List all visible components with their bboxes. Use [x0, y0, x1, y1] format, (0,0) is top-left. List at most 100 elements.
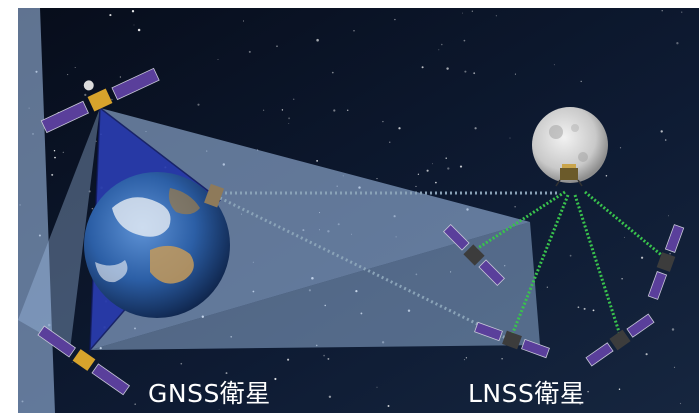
star — [579, 402, 582, 405]
star — [504, 265, 506, 267]
earth-icon — [84, 172, 230, 318]
star — [459, 165, 463, 168]
star — [180, 362, 183, 365]
star — [225, 372, 228, 375]
star — [415, 185, 417, 187]
star — [592, 309, 595, 312]
star — [382, 120, 384, 123]
star — [474, 127, 477, 130]
beam-left-diagonal — [18, 108, 100, 350]
star — [464, 70, 467, 73]
star — [331, 71, 334, 74]
beam-lower-gnss — [90, 222, 540, 350]
star — [84, 93, 87, 97]
star — [54, 156, 56, 159]
star — [327, 357, 330, 360]
star — [218, 408, 220, 410]
star — [445, 157, 447, 159]
star — [197, 103, 200, 106]
star — [137, 28, 141, 32]
star — [248, 50, 251, 53]
star — [131, 10, 135, 13]
star — [553, 64, 555, 66]
star — [328, 395, 332, 398]
star — [315, 344, 318, 347]
star — [621, 278, 623, 280]
star — [91, 207, 94, 210]
star — [292, 98, 295, 101]
star — [281, 109, 284, 111]
star — [417, 173, 420, 175]
star — [435, 181, 437, 184]
star — [580, 80, 582, 83]
star — [308, 289, 311, 292]
star — [62, 151, 64, 153]
star — [262, 109, 265, 111]
star — [324, 304, 326, 307]
star — [660, 130, 663, 133]
star — [333, 109, 336, 112]
star — [681, 11, 683, 13]
lnss-satellite-3 — [585, 313, 655, 367]
star — [463, 359, 466, 361]
star — [74, 66, 76, 69]
star — [398, 127, 401, 130]
star — [514, 206, 516, 208]
star — [67, 74, 69, 76]
star — [676, 42, 679, 45]
gnss-satellite-label: GNSS衛星 — [148, 379, 271, 408]
star — [381, 341, 385, 344]
star — [53, 149, 56, 152]
star — [243, 20, 244, 22]
gnss-satellite-bottom — [37, 325, 131, 396]
star — [119, 76, 122, 78]
star — [109, 14, 112, 17]
star — [133, 24, 135, 26]
star — [605, 174, 608, 177]
star — [376, 178, 378, 180]
star — [134, 403, 136, 406]
star — [287, 358, 290, 361]
star — [407, 309, 411, 312]
star — [95, 140, 97, 142]
star — [501, 358, 503, 360]
star — [355, 289, 358, 293]
star — [679, 402, 682, 405]
star — [495, 15, 497, 17]
star — [441, 43, 443, 46]
lnss-signal-links — [474, 190, 666, 336]
star — [671, 328, 675, 331]
star — [471, 10, 473, 12]
star — [316, 38, 319, 42]
star — [640, 256, 644, 259]
star — [669, 253, 671, 255]
star — [360, 312, 363, 315]
star — [421, 66, 424, 69]
star — [51, 173, 54, 176]
star — [509, 137, 511, 139]
star — [473, 72, 476, 75]
star — [323, 354, 325, 357]
star — [389, 141, 391, 143]
star — [172, 387, 175, 389]
star — [88, 190, 91, 193]
star — [463, 39, 466, 42]
star — [376, 386, 378, 388]
star — [465, 357, 468, 359]
star — [346, 109, 349, 112]
star — [274, 377, 277, 381]
moon-icon — [532, 107, 608, 183]
star — [230, 335, 233, 338]
lunar-lander-icon — [555, 164, 583, 187]
star — [583, 307, 586, 310]
star — [288, 117, 291, 120]
lnss-satellite-2 — [474, 321, 550, 359]
star — [181, 388, 184, 391]
star — [111, 98, 113, 101]
gnss-satellite-relay — [204, 183, 225, 208]
beam-left-column — [18, 8, 55, 413]
star — [387, 405, 390, 407]
star — [276, 45, 278, 48]
star — [438, 49, 440, 51]
